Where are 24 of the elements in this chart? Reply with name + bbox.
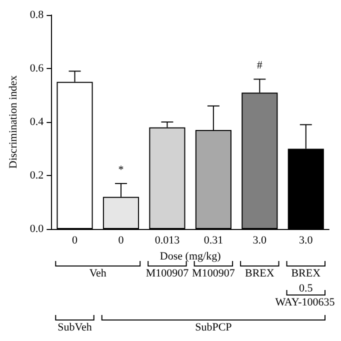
text: BREX (244, 268, 274, 280)
annotation: # (256, 60, 263, 72)
x-tick-label: 0 (118, 234, 124, 246)
text: Veh (89, 268, 107, 280)
y-tick-label: 0.8 (30, 9, 44, 21)
x-tick-label: 0.013 (154, 234, 180, 246)
y-axis-title: Discrimination index (8, 74, 20, 169)
x-axis-title: Dose (mg/kg) (160, 250, 222, 262)
text: 0.5 (299, 282, 314, 294)
x-tick-label: 3.0 (252, 234, 268, 246)
text: M100907 (192, 268, 236, 280)
text: SubVeh (58, 322, 92, 334)
x-tick-label: 0.31 (204, 234, 224, 246)
y-tick-label: 0.6 (30, 62, 44, 74)
annotation: * (118, 164, 124, 176)
x-tick-label: 0 (72, 234, 78, 246)
y-tick-label: 0.4 (30, 116, 44, 128)
text: BREX (291, 268, 321, 280)
y-tick-label: 0.0 (30, 223, 44, 235)
text: M100907 (146, 268, 190, 280)
text: SubPCP (195, 322, 232, 334)
y-tick-label: 0.2 (30, 170, 44, 182)
x-tick-label: 3.0 (299, 234, 314, 246)
text: WAY-100635 (275, 296, 336, 308)
